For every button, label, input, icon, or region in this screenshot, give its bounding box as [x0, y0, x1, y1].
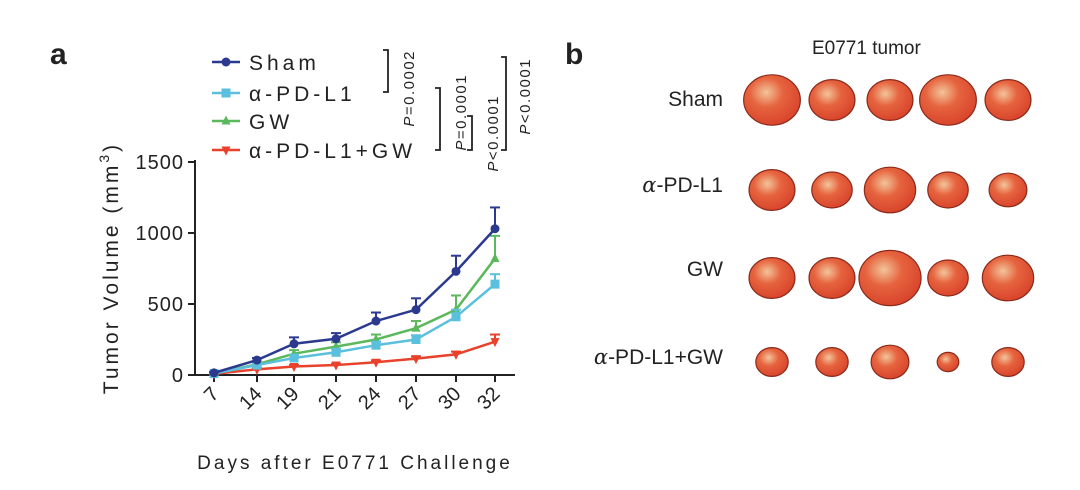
significance-bracket [435, 87, 441, 151]
data-point-sham [451, 266, 461, 276]
y-axis-label: Tumor Volume (mm3) [96, 142, 123, 394]
tumor-specimen-image [748, 168, 796, 211]
p-value-annotation: P=0.0002 [401, 50, 418, 127]
photo-row-label-greek: α [593, 345, 609, 369]
data-point-sham [252, 355, 262, 365]
photo-row-label-greek: α [642, 173, 657, 197]
x-tick-label: 32 [473, 383, 504, 414]
tumor-specimen-image [811, 171, 853, 209]
photo-row-label-text: Sham [668, 88, 723, 111]
data-point-gw [411, 322, 421, 332]
data-point-pd-l1-gw [451, 350, 461, 360]
tumor-specimen-image [981, 254, 1035, 302]
tumor-photo-grid [743, 74, 1035, 380]
legend-label-pd-l1-gw: α-PD-L1+GW [249, 140, 416, 163]
tumor-specimen-image [815, 347, 849, 378]
legend-marker-sham [221, 57, 231, 67]
panel-a-letter: a [50, 38, 67, 71]
data-point-pd-l1 [331, 347, 341, 357]
x-axis-label: Days after E0771 Challenge [197, 453, 513, 474]
data-point-sham [209, 368, 219, 378]
tumor-specimen-image [808, 257, 856, 300]
photo-row-label: α-PD-L1 [523, 173, 723, 198]
photo-panel-title: E0771 tumor [812, 38, 921, 59]
tumor-specimen-image [984, 79, 1032, 121]
legend-label-pd-l1: α-PD-L1 [249, 83, 356, 106]
p-value-annotation: P=0.0001 [453, 74, 470, 151]
x-tick-label: 19 [272, 383, 303, 414]
tumor-specimen-image [988, 172, 1028, 208]
data-point-pd-l1 [371, 340, 381, 350]
data-point-pd-l1 [490, 279, 500, 289]
series-line-sham [213, 227, 496, 375]
x-tick-label: 7 [200, 383, 223, 406]
y-tick-label: 0 [172, 365, 184, 387]
legend-marker-gw [221, 115, 231, 125]
tumor-specimen-image [748, 257, 796, 300]
photo-row-label-text: -PD-L1 [656, 174, 723, 197]
significance-bracket [467, 115, 473, 151]
significance-bracket [501, 56, 507, 151]
photo-row-label-text: -PD-L1+GW [608, 346, 723, 369]
series-line-pd-l1-gw [213, 340, 496, 376]
data-point-sham [331, 334, 341, 344]
tumor-specimen-image [858, 249, 922, 307]
x-tick-label: 27 [394, 383, 425, 414]
data-point-pd-l1-gw [490, 338, 500, 348]
data-point-sham [490, 224, 500, 234]
y-tick-label: 1000 [136, 223, 185, 245]
x-tick-label: 30 [434, 383, 465, 414]
tumor-specimen-image [870, 344, 910, 380]
tumor-specimen-image [743, 74, 801, 126]
y-tick-label: 500 [148, 294, 184, 316]
x-tick-label: 14 [235, 383, 266, 414]
data-point-gw [490, 253, 500, 263]
data-point-pd-l1-gw [289, 362, 299, 372]
tumor-specimen-image [755, 347, 789, 378]
p-value-annotation: P<0.0001 [517, 58, 534, 135]
y-tick-label: 1500 [136, 152, 185, 174]
tumor-specimen-image [991, 347, 1025, 378]
tumor-volume-chart: 0 500 1000 1500 7 14 19 21 24 27 30 32 Days after E0… [96, 49, 534, 474]
data-point-sham [371, 316, 381, 326]
significance-bracket [383, 49, 389, 93]
tumor-specimen-image [863, 166, 917, 214]
legend-marker-pd-l1-gw [221, 146, 231, 156]
photo-row-label: α-PD-L1+GW [523, 345, 723, 370]
x-tick-label: 24 [354, 383, 385, 414]
p-value-annotation: P<0.0001 [485, 95, 502, 172]
tumor-specimen-image [927, 171, 969, 209]
photo-row-label: Sham [523, 88, 723, 112]
x-tick-label: 21 [314, 383, 345, 414]
data-point-pd-l1 [411, 335, 421, 344]
legend-label-gw: GW [249, 111, 293, 134]
tumor-specimen-image [936, 351, 960, 373]
series-line-pd-l1 [213, 283, 496, 375]
series-line-gw [213, 257, 496, 375]
data-point-pd-l1-gw [371, 358, 381, 368]
photo-row-label: GW [523, 258, 723, 282]
data-point-sham [289, 339, 299, 349]
tumor-specimen-image [919, 74, 977, 126]
photo-row-label-text: GW [686, 258, 723, 281]
data-point-pd-l1-gw [331, 361, 341, 371]
tumor-specimen-image [808, 79, 856, 121]
tumor-specimen-image [927, 259, 969, 297]
data-point-pd-l1 [289, 353, 299, 363]
data-point-pd-l1-gw [411, 355, 421, 365]
tumor-specimen-image [866, 79, 914, 121]
data-point-pd-l1 [451, 312, 461, 322]
legend-marker-pd-l1 [221, 88, 231, 98]
legend-label-sham: Sham [249, 52, 320, 75]
data-point-pd-l1 [252, 360, 262, 370]
panel-b-letter: b [565, 38, 584, 71]
data-point-sham [411, 305, 421, 315]
